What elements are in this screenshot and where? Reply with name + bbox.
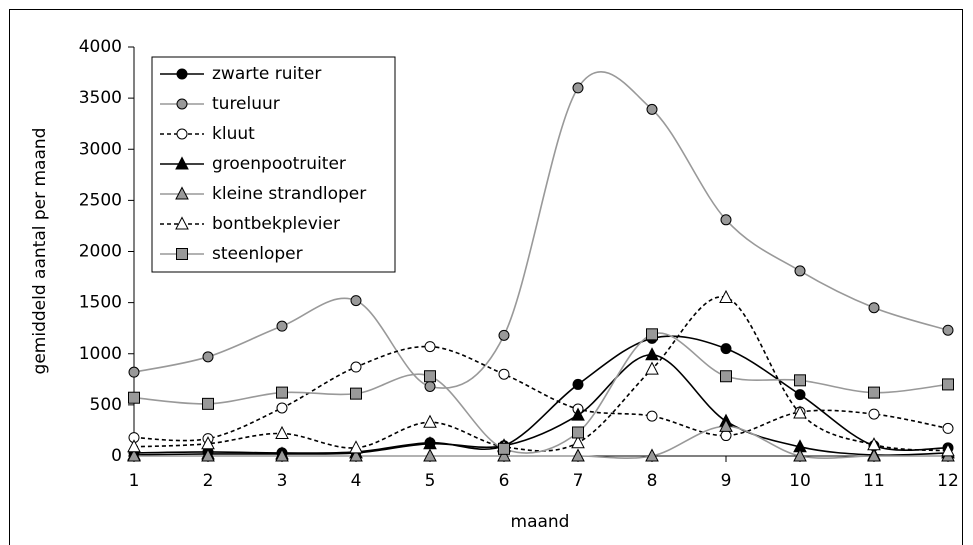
data-point bbox=[720, 370, 732, 383]
data-point bbox=[720, 430, 732, 442]
legend-label: tureluur bbox=[212, 94, 280, 114]
data-point bbox=[275, 425, 289, 440]
legend-label: groenpootruiter bbox=[212, 154, 346, 174]
data-point bbox=[793, 405, 807, 419]
data-point bbox=[424, 370, 436, 383]
x-tick-label: 3 bbox=[277, 471, 288, 491]
x-tick-label: 7 bbox=[573, 471, 584, 491]
data-point bbox=[868, 408, 880, 420]
data-point bbox=[202, 351, 214, 363]
legend-label: kluut bbox=[212, 124, 255, 144]
data-point bbox=[201, 448, 215, 462]
y-tick-label: 2000 bbox=[79, 242, 122, 262]
data-point bbox=[867, 448, 881, 462]
data-point bbox=[794, 389, 806, 401]
data-point bbox=[720, 214, 732, 226]
data-point bbox=[498, 368, 510, 380]
legend-marker bbox=[176, 68, 188, 80]
data-point bbox=[498, 442, 510, 455]
x-tick-label: 4 bbox=[351, 471, 362, 491]
x-tick-label: 12 bbox=[937, 471, 959, 491]
y-tick-label: 500 bbox=[90, 395, 122, 415]
data-point bbox=[202, 397, 214, 410]
data-point bbox=[350, 387, 362, 400]
data-point bbox=[867, 437, 881, 451]
y-tick-label: 3000 bbox=[79, 139, 122, 159]
data-point bbox=[719, 289, 733, 304]
x-tick-label: 6 bbox=[499, 471, 510, 491]
data-point bbox=[350, 295, 362, 307]
data-point bbox=[424, 341, 436, 353]
data-point bbox=[868, 302, 880, 314]
data-point bbox=[941, 443, 955, 457]
x-tick-label: 8 bbox=[647, 471, 658, 491]
data-point bbox=[942, 422, 954, 434]
legend-label: kleine strandloper bbox=[212, 184, 366, 204]
y-tick-label: 4000 bbox=[79, 37, 122, 57]
data-point bbox=[719, 418, 733, 432]
legend-marker bbox=[176, 98, 188, 110]
legend-marker bbox=[175, 156, 189, 170]
x-tick-label: 9 bbox=[721, 471, 732, 491]
data-point bbox=[423, 414, 437, 428]
data-point bbox=[571, 435, 585, 449]
data-point bbox=[645, 347, 659, 361]
data-point bbox=[571, 448, 585, 462]
data-point bbox=[646, 328, 658, 341]
data-point bbox=[349, 448, 363, 462]
legend-label: steenloper bbox=[212, 244, 303, 264]
x-tick-label: 1 bbox=[129, 471, 140, 491]
data-point bbox=[424, 380, 436, 392]
y-axis-label: gemiddeld aantal per maand bbox=[30, 128, 50, 375]
data-point bbox=[128, 366, 140, 378]
legend-label: bontbekplevier bbox=[212, 214, 340, 234]
data-point bbox=[498, 329, 510, 341]
data-point bbox=[646, 410, 658, 422]
y-tick-label: 1000 bbox=[79, 344, 122, 364]
y-tick-label: 0 bbox=[111, 446, 122, 466]
data-point bbox=[868, 386, 880, 399]
data-point bbox=[275, 448, 289, 462]
x-tick-label: 10 bbox=[789, 471, 811, 491]
data-point bbox=[350, 361, 362, 373]
data-point bbox=[794, 265, 806, 277]
data-point bbox=[572, 378, 584, 390]
data-point bbox=[793, 448, 807, 462]
legend-marker bbox=[175, 186, 189, 200]
data-point bbox=[572, 426, 584, 439]
legend-marker bbox=[176, 248, 188, 260]
data-point bbox=[942, 324, 954, 336]
legend-marker bbox=[176, 128, 188, 140]
data-point bbox=[572, 82, 584, 94]
x-tick-label: 5 bbox=[425, 471, 436, 491]
data-point bbox=[497, 448, 511, 462]
x-axis-label: maand bbox=[511, 512, 570, 532]
data-point bbox=[571, 407, 585, 421]
data-point bbox=[276, 402, 288, 414]
x-tick-label: 11 bbox=[863, 471, 885, 491]
data-point bbox=[720, 343, 732, 355]
data-point bbox=[127, 439, 141, 453]
y-tick-label: 2500 bbox=[79, 190, 122, 210]
data-point bbox=[128, 391, 140, 404]
y-tick-label: 1500 bbox=[79, 293, 122, 313]
data-point bbox=[276, 386, 288, 399]
legend-marker bbox=[175, 216, 189, 230]
y-tick-label: 3500 bbox=[79, 88, 122, 108]
x-tick-label: 2 bbox=[203, 471, 214, 491]
data-point bbox=[645, 448, 659, 462]
data-point bbox=[127, 448, 141, 462]
data-point bbox=[201, 436, 215, 450]
data-point bbox=[646, 103, 658, 115]
data-point bbox=[349, 440, 363, 454]
data-point bbox=[276, 320, 288, 332]
data-point bbox=[423, 448, 437, 462]
data-point bbox=[794, 374, 806, 387]
data-point bbox=[645, 361, 659, 375]
legend-label: zwarte ruiter bbox=[212, 64, 321, 84]
data-point bbox=[942, 378, 954, 391]
